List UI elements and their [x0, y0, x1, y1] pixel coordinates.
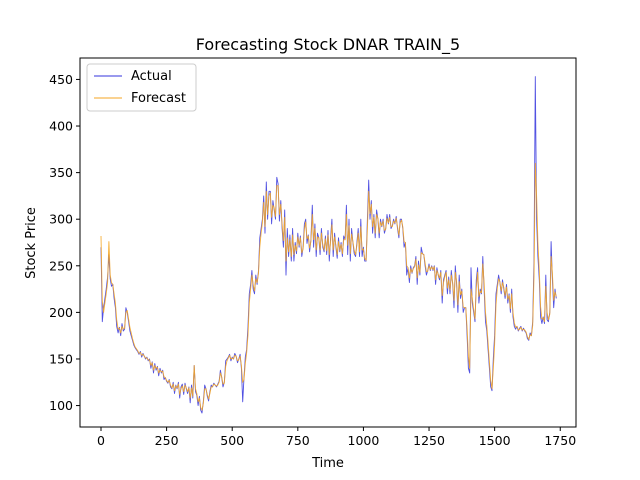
series-layer: [100, 76, 557, 414]
y-tick-label: 350: [49, 165, 73, 180]
series-line-forecast: [100, 162, 557, 411]
x-axis: 0 250 500 750 1000 1250 1500 1750: [97, 427, 576, 448]
y-tick-label: 400: [49, 119, 73, 134]
x-tick-label: 1250: [413, 433, 445, 448]
x-tick-label: 0: [97, 433, 105, 448]
chart-title: Forecasting Stock DNAR TRAIN_5: [196, 35, 460, 55]
x-tick-label: 1500: [479, 433, 511, 448]
plot-area: [79, 57, 577, 428]
plot-frame: [79, 57, 577, 428]
x-tick-label: 250: [155, 433, 179, 448]
y-axis: 100 150 200 250 300 350 400 450: [49, 72, 80, 413]
legend-label-actual: Actual: [131, 69, 172, 84]
x-tick-label: 750: [286, 433, 310, 448]
x-tick-label: 500: [220, 433, 244, 448]
y-tick-label: 100: [49, 398, 73, 413]
legend-label-forecast: Forecast: [131, 91, 186, 106]
y-tick-label: 450: [49, 72, 73, 87]
legend: Actual Forecast: [86, 63, 197, 112]
x-tick-label: 1750: [544, 433, 576, 448]
x-axis-label: Time: [311, 456, 344, 471]
y-tick-label: 150: [49, 351, 73, 366]
x-tick-label: 1000: [348, 433, 380, 448]
y-tick-label: 200: [49, 305, 73, 320]
y-tick-label: 300: [49, 212, 73, 227]
y-tick-label: 250: [49, 258, 73, 273]
y-axis-label: Stock Price: [24, 207, 39, 279]
